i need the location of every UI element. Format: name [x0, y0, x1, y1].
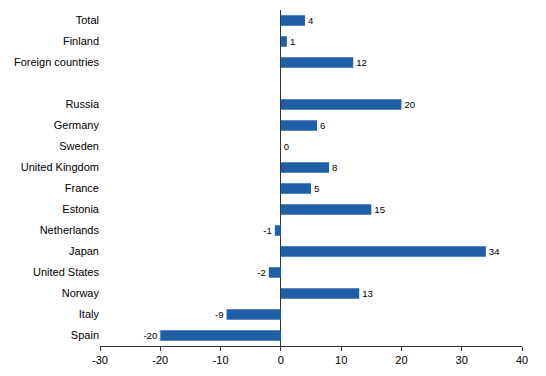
- svg-text:20: 20: [404, 99, 415, 110]
- svg-text:13: 13: [362, 288, 373, 299]
- svg-text:-20: -20: [152, 354, 168, 366]
- svg-text:30: 30: [456, 354, 468, 366]
- svg-text:-2: -2: [257, 267, 266, 278]
- svg-text:Germany: Germany: [54, 119, 100, 131]
- svg-text:5: 5: [314, 183, 319, 194]
- svg-text:United Kingdom: United Kingdom: [21, 161, 99, 173]
- svg-text:34: 34: [489, 246, 500, 257]
- svg-text:-10: -10: [213, 354, 229, 366]
- svg-text:0: 0: [278, 354, 284, 366]
- svg-text:0: 0: [284, 141, 289, 152]
- svg-text:-1: -1: [263, 225, 272, 236]
- svg-text:12: 12: [356, 57, 367, 68]
- svg-text:8: 8: [332, 162, 337, 173]
- svg-text:Estonia: Estonia: [62, 203, 100, 215]
- svg-text:Netherlands: Netherlands: [40, 224, 100, 236]
- svg-text:Japan: Japan: [69, 245, 99, 257]
- svg-text:Foreign countries: Foreign countries: [14, 56, 99, 68]
- svg-text:Total: Total: [76, 14, 99, 26]
- svg-text:40: 40: [516, 354, 528, 366]
- svg-text:1: 1: [290, 36, 295, 47]
- svg-text:Norway: Norway: [62, 287, 100, 299]
- svg-text:United States: United States: [33, 266, 100, 278]
- svg-text:Russia: Russia: [65, 98, 100, 110]
- svg-text:4: 4: [308, 15, 314, 26]
- svg-text:-20: -20: [143, 330, 157, 341]
- svg-text:Finland: Finland: [63, 35, 99, 47]
- svg-text:Spain: Spain: [71, 329, 99, 341]
- svg-text:15: 15: [374, 204, 385, 215]
- svg-text:Italy: Italy: [79, 308, 100, 320]
- svg-text:6: 6: [320, 120, 325, 131]
- svg-text:20: 20: [395, 354, 407, 366]
- svg-text:France: France: [65, 182, 99, 194]
- svg-text:10: 10: [335, 354, 347, 366]
- svg-text:-9: -9: [215, 309, 224, 320]
- svg-text:-30: -30: [92, 354, 108, 366]
- svg-text:Sweden: Sweden: [59, 140, 99, 152]
